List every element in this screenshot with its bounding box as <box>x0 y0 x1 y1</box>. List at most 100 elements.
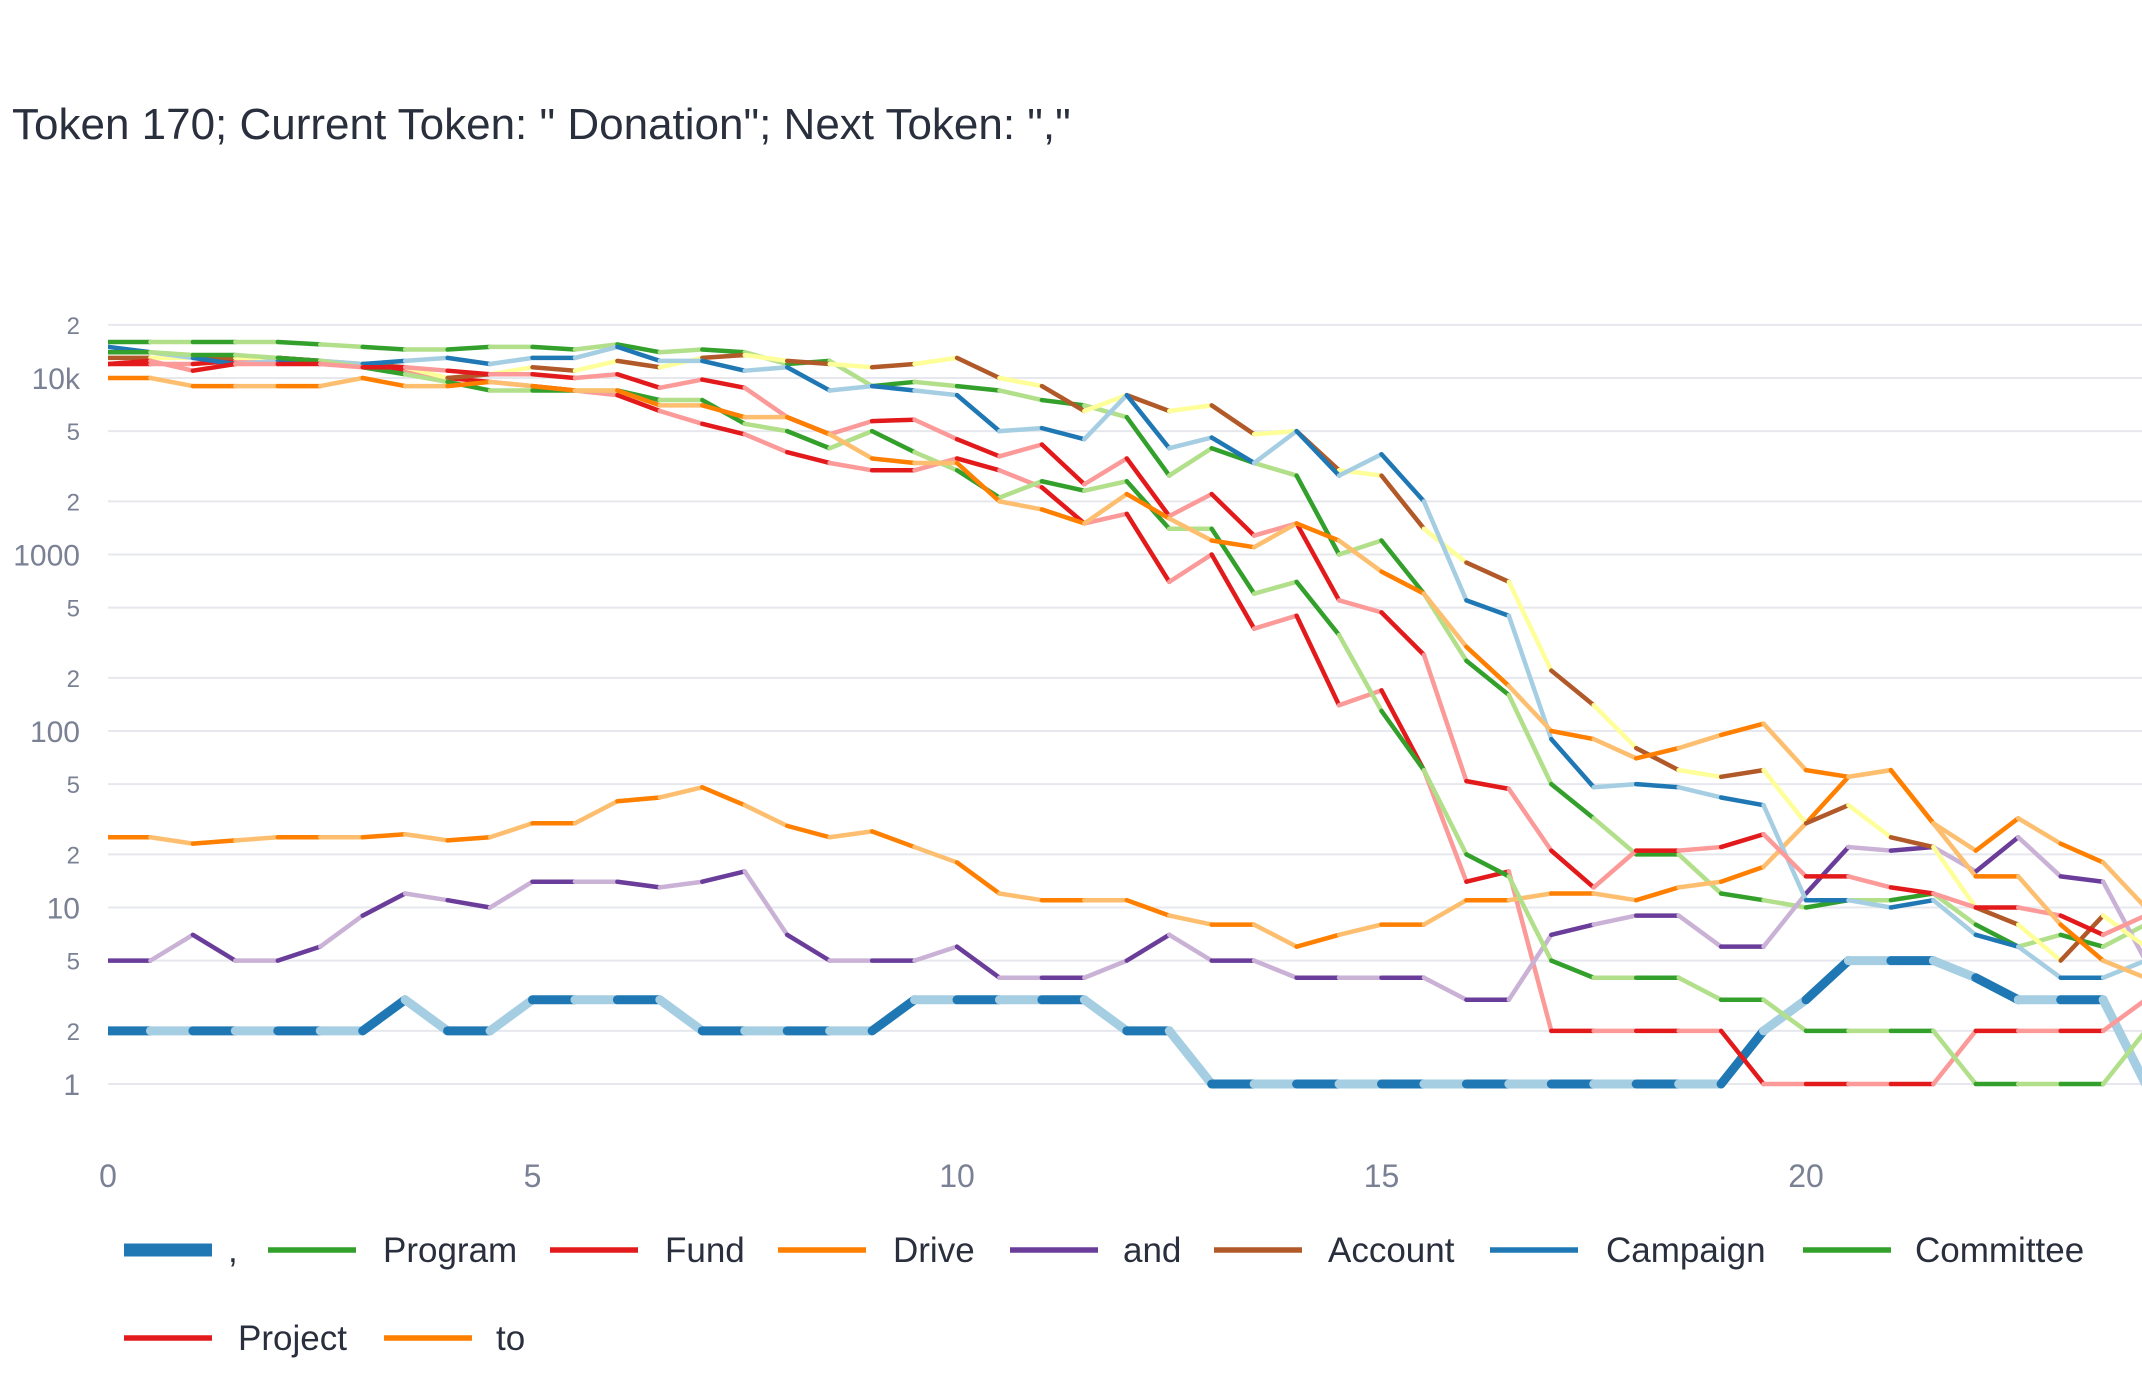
series-segment <box>1506 891 1554 903</box>
series-segment <box>148 932 196 963</box>
series-segment <box>869 829 917 850</box>
series-segment <box>827 460 875 473</box>
series-segment <box>1082 511 1130 526</box>
legend-item[interactable]: Campaign <box>1490 1231 1766 1270</box>
series-segment <box>1718 767 1766 780</box>
series-segment <box>1931 821 1979 853</box>
series-segment <box>1124 491 1172 521</box>
series-segment <box>1124 932 1172 963</box>
series-segment <box>615 392 663 414</box>
series-segment <box>2100 923 2142 949</box>
series-segment <box>1506 692 1554 787</box>
series-segment <box>784 823 832 840</box>
series-segment <box>1761 891 1809 949</box>
series-segment <box>784 428 832 451</box>
series-segment <box>1464 560 1512 585</box>
series-segment <box>1167 445 1214 478</box>
legend-item[interactable]: Program <box>268 1231 517 1270</box>
legend-item[interactable]: , <box>124 1231 238 1270</box>
series-segment <box>1082 491 1130 526</box>
legend-item[interactable]: Fund <box>550 1231 745 1270</box>
series-segment <box>1209 491 1257 538</box>
series-segment <box>784 932 832 963</box>
y-tick-label: 5 <box>67 419 80 446</box>
series-segment <box>869 417 917 424</box>
legend-item[interactable]: Account <box>1214 1231 1455 1270</box>
series-segment <box>1251 460 1299 478</box>
series-segment <box>572 358 620 373</box>
series-segment <box>1167 403 1214 414</box>
series-segment <box>1718 832 1766 850</box>
series-segment <box>742 432 790 455</box>
series-segment <box>1931 821 1979 879</box>
legend-label: Account <box>1328 1231 1455 1270</box>
legend-item[interactable]: Project <box>124 1319 347 1358</box>
legend-item[interactable]: Committee <box>1803 1231 2084 1270</box>
series-segment <box>1846 844 1894 853</box>
series-segment <box>1549 728 1596 742</box>
series-segment <box>2016 816 2063 846</box>
series-segment <box>1336 538 1384 574</box>
series-segment <box>1591 736 1639 761</box>
series-segment <box>615 342 663 355</box>
series-segment <box>1039 425 1087 442</box>
series-segment <box>1633 781 1681 790</box>
legend-item[interactable]: Drive <box>778 1231 975 1270</box>
series-segment <box>1549 958 1596 980</box>
series-segment <box>912 844 960 865</box>
series-segment <box>742 365 790 373</box>
series-line <box>108 375 2142 979</box>
series-segment <box>148 375 196 389</box>
series-segment <box>1803 774 1851 826</box>
series-segment <box>997 375 1045 389</box>
legend-item[interactable]: and <box>1010 1231 1181 1270</box>
series-segment <box>2058 841 2106 865</box>
series-segment <box>1676 844 1724 853</box>
series-segment <box>1761 767 1809 826</box>
series-segment <box>1167 516 1214 543</box>
series-segment <box>1039 383 1087 414</box>
series-segment <box>402 891 450 903</box>
series-segment <box>1549 848 1596 890</box>
series-segment <box>1591 913 1639 927</box>
y-tick-label: 5 <box>67 772 80 799</box>
series-segment <box>318 913 365 949</box>
series-segment <box>1124 456 1172 519</box>
series-segment <box>2058 913 2106 938</box>
series-segment <box>487 879 535 910</box>
series-line <box>108 349 2142 1087</box>
series-segment <box>2058 922 2106 963</box>
series-segment <box>615 388 663 408</box>
series-segment <box>1167 491 1214 519</box>
series-segment <box>1039 485 1087 526</box>
series-segment <box>657 785 705 800</box>
legend-item[interactable]: to <box>384 1319 525 1358</box>
y-axis-ticks: 1 10 100 1000 10k 2 5 2 5 2 5 2 5 2 <box>13 313 81 1102</box>
series-segment <box>2100 1031 2142 1087</box>
series-segment <box>1846 897 1894 910</box>
series-segment <box>360 358 408 367</box>
series-segment <box>360 344 408 352</box>
series-segment <box>572 372 620 381</box>
series-segment <box>1039 442 1087 487</box>
series-segment <box>1931 1028 1979 1087</box>
series-segment <box>1676 879 1724 890</box>
series-segment <box>1718 1028 1766 1087</box>
series-segment <box>1973 816 2021 853</box>
series-segment <box>1801 956 1853 1005</box>
series-segment <box>275 339 323 347</box>
series-segment <box>1761 997 1809 1034</box>
series-segment <box>402 365 450 373</box>
legend: , Program Fund Drive and Account Campaign Commi… <box>124 1231 2084 1358</box>
series-segment <box>1633 745 1681 761</box>
series-segment <box>2100 914 2142 938</box>
series-segment <box>318 361 365 370</box>
series-segment <box>827 428 875 451</box>
legend-label: Project <box>238 1319 347 1358</box>
series-line <box>108 339 2142 949</box>
series-segment <box>1421 591 1469 650</box>
series-segment <box>912 417 960 442</box>
series-segment <box>1251 521 1299 550</box>
y-tick-label: 2 <box>67 489 80 516</box>
